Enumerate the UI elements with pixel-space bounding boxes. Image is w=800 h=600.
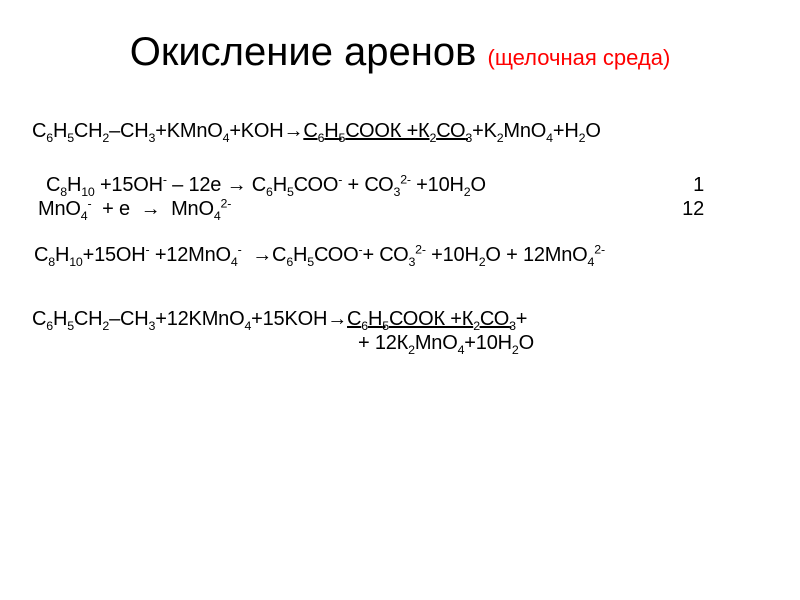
slide: Окисление аренов (щелочная среда) С6Н5СН… — [0, 0, 800, 600]
half2-equation: MnO4- + e → MnO42- — [38, 197, 231, 221]
slide-title: Окисление аренов (щелочная среда) — [28, 30, 772, 75]
final1-underlined: С6Н5СООК +К2СО3 — [347, 308, 516, 330]
equation-balanced-line1: С6Н5СН2–СН3+12KMnO4+15KOH→С6Н5СООК +К2СО… — [28, 307, 772, 331]
eq1-right: +K2MnO4+H2O — [472, 120, 601, 142]
equation-balanced-line2: + 12К2MnO4+10H2O — [28, 331, 772, 355]
eq1-products-underlined: С6Н5СООК +К2СО3 — [303, 120, 472, 142]
half2-multiplier: 12 — [682, 197, 772, 221]
final1-right: + — [516, 308, 527, 330]
eq1-left: С6Н5СН2–СН3+KMnO4+KOH→ — [32, 120, 303, 142]
title-sub: (щелочная среда) — [488, 45, 671, 70]
half1-multiplier: 1 — [693, 173, 772, 197]
title-main: Окисление аренов — [130, 30, 488, 74]
equation-overall-unbalanced: С6Н5СН2–СН3+KMnO4+KOH→С6Н5СООК +К2СО3+K2… — [28, 119, 772, 143]
final1-left: С6Н5СН2–СН3+12KMnO4+15KOH→ — [32, 308, 347, 330]
half-reaction-oxidation: С8Н10 +15ОН- – 12е → С6Н5СОО- + СО32- +1… — [28, 173, 772, 197]
half-reaction-reduction: MnO4- + e → MnO42- 12 — [28, 197, 772, 221]
ionic-equation: С8Н10+15ОН- +12MnO4- →С6Н5СОО-+ СО32- +1… — [28, 243, 772, 267]
half1-equation: С8Н10 +15ОН- – 12е → С6Н5СОО- + СО32- +1… — [46, 173, 486, 197]
